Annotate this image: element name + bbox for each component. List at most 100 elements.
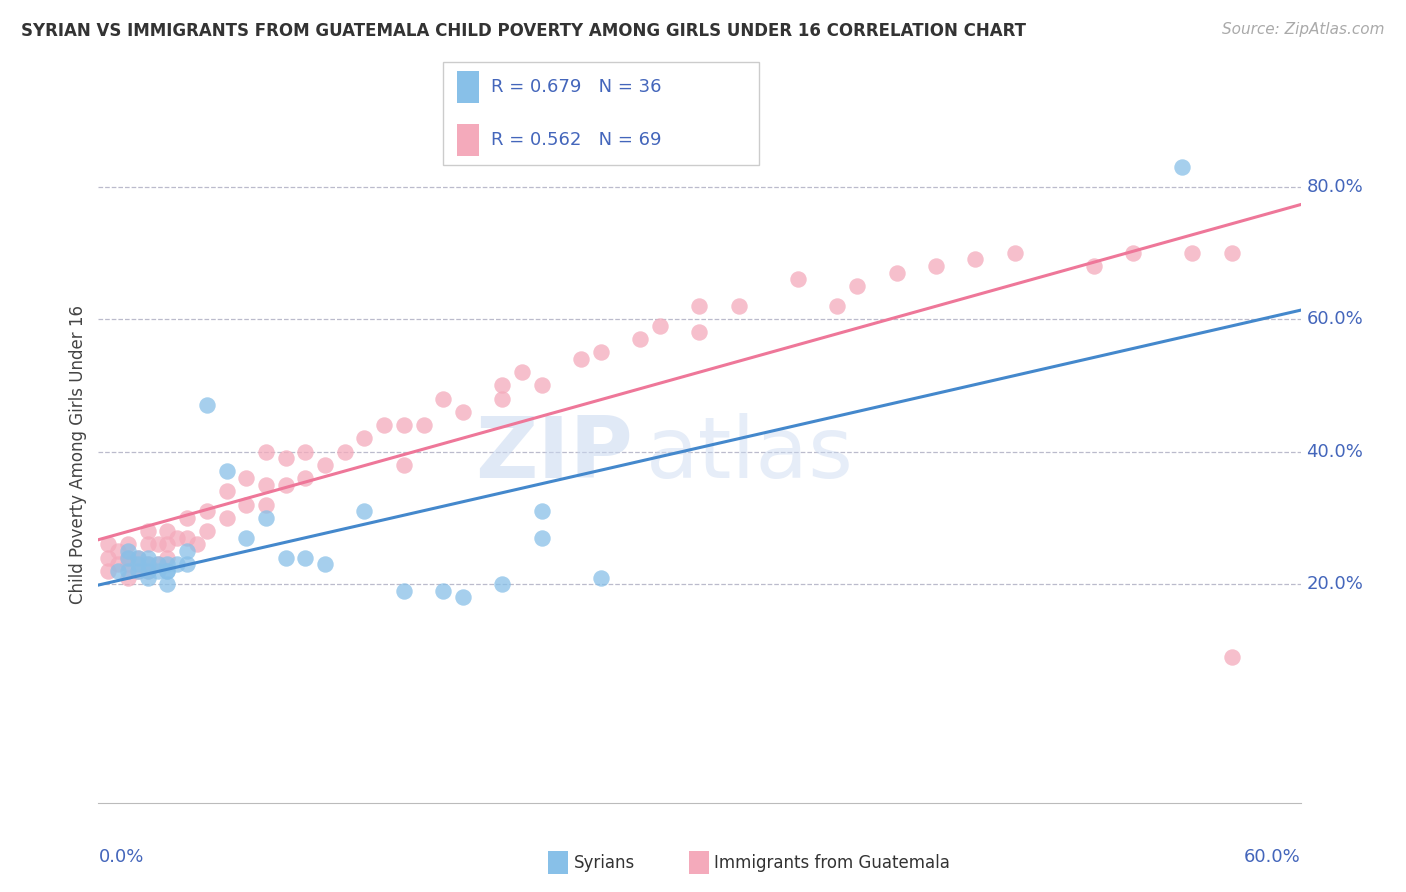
Point (176, 531, 198, 545)
Text: Source: ZipAtlas.com: Source: ZipAtlas.com (1222, 22, 1385, 37)
Point (373, 418, 395, 433)
Text: 20.0%: 20.0% (1306, 575, 1364, 593)
Point (156, 564, 179, 578)
Text: 60.0%: 60.0% (1306, 310, 1364, 328)
Point (392, 583, 415, 598)
Point (146, 537, 169, 551)
Point (117, 550, 139, 565)
Point (136, 550, 159, 565)
Point (353, 504, 375, 518)
Point (688, 299, 710, 313)
Point (451, 405, 474, 419)
Point (215, 465, 238, 479)
Point (314, 458, 336, 472)
Point (314, 558, 336, 572)
Point (392, 418, 415, 433)
Point (107, 564, 129, 578)
Point (274, 550, 297, 565)
Point (117, 544, 139, 558)
Point (146, 558, 169, 572)
Point (925, 259, 948, 273)
Point (235, 471, 257, 485)
Point (530, 378, 553, 392)
Point (117, 570, 139, 584)
Point (156, 577, 179, 591)
Point (195, 504, 218, 518)
Point (1004, 245, 1026, 260)
Point (127, 564, 149, 578)
Text: R = 0.562   N = 69: R = 0.562 N = 69 (491, 131, 661, 149)
Point (117, 537, 139, 551)
Point (235, 531, 257, 545)
Point (97, 537, 120, 551)
Point (156, 550, 179, 565)
Point (648, 318, 671, 333)
Point (107, 544, 129, 558)
Point (136, 524, 159, 538)
Point (146, 564, 169, 578)
Point (432, 392, 454, 406)
Point (156, 524, 179, 538)
Point (274, 477, 297, 491)
Point (254, 477, 277, 491)
Point (146, 558, 169, 572)
Point (97, 550, 120, 565)
Point (235, 498, 257, 512)
Point (136, 558, 159, 572)
Text: 0.0%: 0.0% (98, 848, 143, 866)
Point (136, 537, 159, 551)
Point (886, 266, 908, 280)
Point (127, 550, 149, 565)
Point (156, 558, 179, 572)
Point (176, 511, 198, 525)
Point (294, 444, 316, 458)
Point (136, 570, 159, 584)
Point (117, 550, 139, 565)
Text: ZIP: ZIP (475, 413, 633, 497)
Point (353, 431, 375, 445)
Point (1083, 259, 1105, 273)
Point (176, 544, 198, 558)
Point (1220, 650, 1243, 665)
Point (117, 564, 139, 578)
Point (156, 537, 179, 551)
Point (215, 511, 238, 525)
Point (117, 558, 139, 572)
Point (176, 558, 198, 572)
Point (491, 392, 513, 406)
Point (215, 484, 238, 499)
Point (127, 564, 149, 578)
Point (136, 564, 159, 578)
Point (1171, 160, 1194, 174)
Point (127, 558, 149, 572)
Point (491, 577, 513, 591)
Point (965, 252, 987, 267)
Point (195, 398, 218, 412)
Point (156, 564, 179, 578)
Text: 80.0%: 80.0% (1306, 178, 1364, 195)
Point (530, 531, 553, 545)
Point (392, 458, 415, 472)
Point (107, 558, 129, 572)
Point (846, 279, 869, 293)
Point (1220, 245, 1243, 260)
Point (333, 444, 356, 458)
Point (195, 524, 218, 538)
Point (294, 550, 316, 565)
Text: 40.0%: 40.0% (1306, 442, 1364, 460)
Point (589, 345, 612, 359)
Point (254, 444, 277, 458)
Point (127, 550, 149, 565)
Point (628, 332, 651, 346)
Point (294, 471, 316, 485)
Point (136, 564, 159, 578)
Point (432, 583, 454, 598)
Point (274, 451, 297, 466)
Point (1181, 245, 1204, 260)
Point (530, 504, 553, 518)
Point (589, 570, 612, 584)
Point (451, 591, 474, 605)
Text: R = 0.679   N = 36: R = 0.679 N = 36 (491, 78, 661, 96)
Text: 60.0%: 60.0% (1244, 848, 1301, 866)
Point (97, 564, 120, 578)
